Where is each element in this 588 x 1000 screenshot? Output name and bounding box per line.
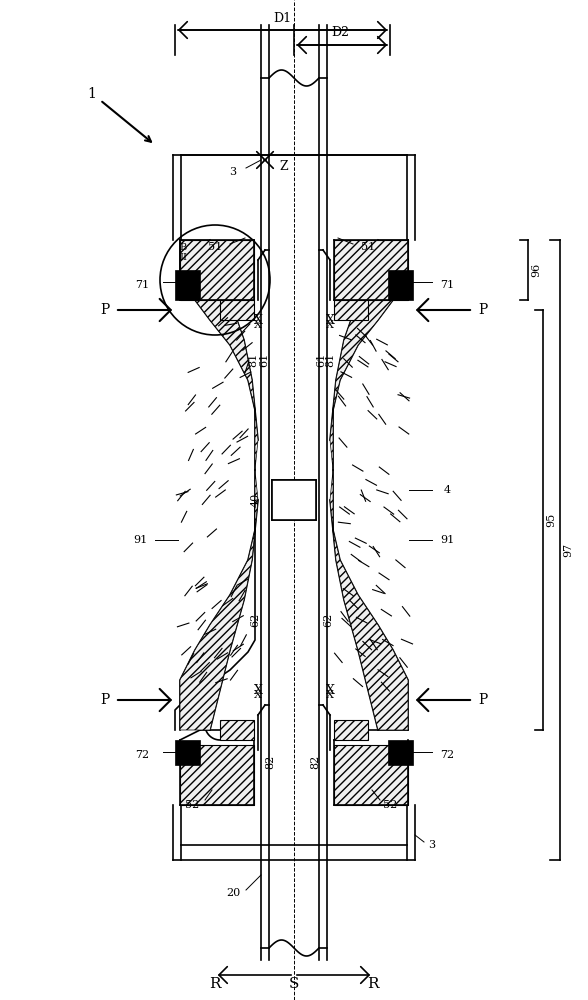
Polygon shape <box>180 240 254 300</box>
Polygon shape <box>388 740 413 765</box>
Text: 3: 3 <box>229 167 236 177</box>
Text: 82: 82 <box>265 755 275 769</box>
Text: 91: 91 <box>440 535 454 545</box>
Polygon shape <box>180 470 258 730</box>
Text: S: S <box>289 977 299 991</box>
Polygon shape <box>334 745 408 805</box>
Text: X: X <box>254 690 262 700</box>
Text: X: X <box>326 314 335 326</box>
Text: X: X <box>326 690 334 700</box>
Text: 51: 51 <box>361 242 375 252</box>
Text: B: B <box>179 243 186 252</box>
Text: 1: 1 <box>88 87 96 101</box>
Text: 62: 62 <box>250 613 260 627</box>
Polygon shape <box>175 740 200 765</box>
Text: P: P <box>101 693 109 707</box>
Text: X: X <box>326 320 334 330</box>
Polygon shape <box>272 480 316 520</box>
Polygon shape <box>330 470 408 730</box>
Text: 51: 51 <box>208 242 222 252</box>
Text: 81: 81 <box>325 353 335 367</box>
Polygon shape <box>175 270 200 300</box>
Text: 81: 81 <box>248 353 258 367</box>
Text: P: P <box>101 303 109 317</box>
Text: D2: D2 <box>331 26 349 39</box>
Polygon shape <box>334 300 368 320</box>
Polygon shape <box>220 300 254 320</box>
Text: 97: 97 <box>563 543 573 557</box>
Text: D1: D1 <box>273 11 291 24</box>
Text: 71: 71 <box>440 280 454 290</box>
Text: Z: Z <box>280 160 288 174</box>
Text: 40: 40 <box>251 493 261 507</box>
Text: R: R <box>209 977 220 991</box>
Text: 61: 61 <box>259 353 269 367</box>
Polygon shape <box>180 240 258 470</box>
Text: 91: 91 <box>133 535 147 545</box>
Text: 82: 82 <box>310 755 320 769</box>
Text: 72: 72 <box>440 750 454 760</box>
Text: 52: 52 <box>383 800 397 810</box>
Text: P: P <box>479 693 487 707</box>
Text: X: X <box>253 684 262 696</box>
Text: R: R <box>368 977 379 991</box>
Text: X: X <box>254 320 262 330</box>
Polygon shape <box>180 745 254 805</box>
Polygon shape <box>220 720 254 740</box>
Text: 20: 20 <box>226 888 240 898</box>
Text: 52: 52 <box>185 800 199 810</box>
Text: X: X <box>326 684 335 696</box>
Text: 95: 95 <box>546 513 556 527</box>
Polygon shape <box>334 240 408 300</box>
Text: P: P <box>479 303 487 317</box>
Text: 4: 4 <box>443 485 450 495</box>
Text: 62: 62 <box>323 613 333 627</box>
Text: 3: 3 <box>429 840 436 850</box>
Text: 61: 61 <box>316 353 326 367</box>
Text: II: II <box>179 253 187 262</box>
Text: 71: 71 <box>135 280 149 290</box>
Text: 96: 96 <box>531 263 541 277</box>
Text: X: X <box>253 314 262 326</box>
Text: 72: 72 <box>135 750 149 760</box>
Polygon shape <box>334 720 368 740</box>
Polygon shape <box>388 270 413 300</box>
Polygon shape <box>330 240 408 470</box>
